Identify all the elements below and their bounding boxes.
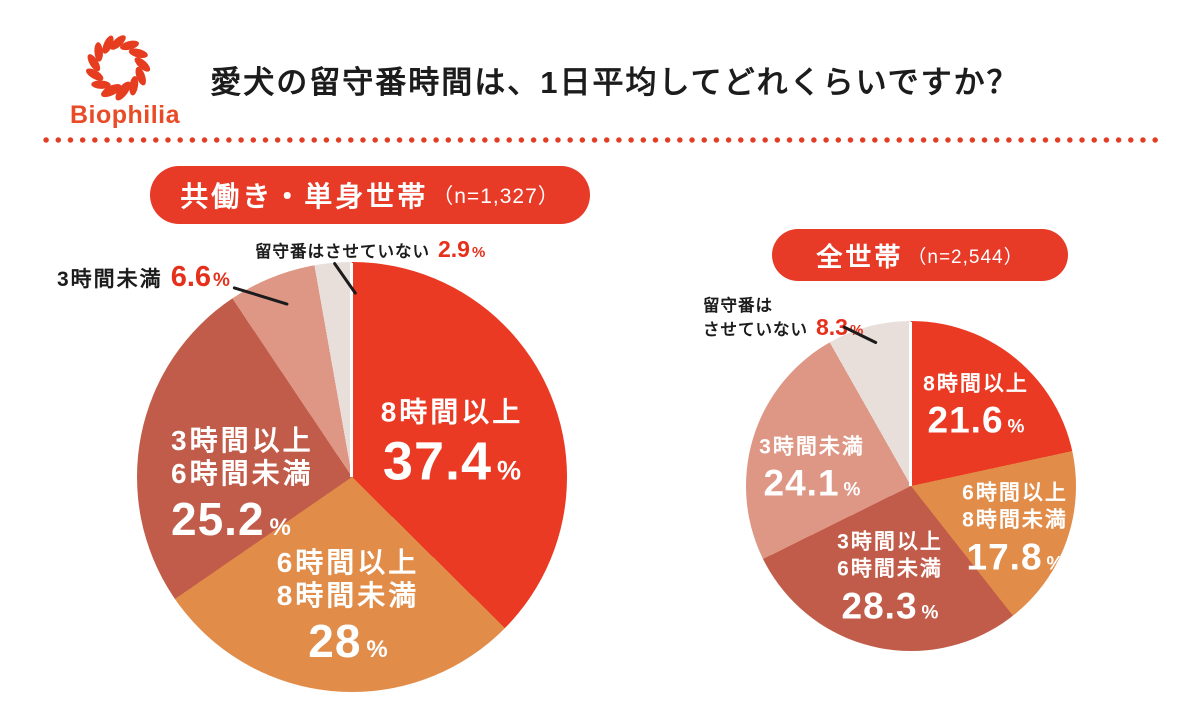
left-3-6h-value: 25.2: [171, 493, 265, 546]
left-under3h-value: 6.6: [170, 261, 212, 293]
right-8h-value: 21.6: [927, 399, 1004, 441]
right-slice-label-6-8h: 6時間以上 8時間未満 17.8%: [962, 481, 1068, 578]
page-title: 愛犬の留守番時間は、1日平均してどれくらいですか？: [210, 65, 1020, 100]
dotted-divider: [40, 136, 1160, 144]
left-6-8h-value: 28: [308, 615, 362, 668]
logo-text: Biophilia: [69, 101, 181, 129]
right-slice-label-no-alone: 留守番は させていない 8.3%: [703, 297, 864, 340]
left-8h-value: 37.4: [382, 431, 493, 492]
left-chart-sample-size: （n=1,327）: [432, 185, 560, 208]
left-chart-header-badge: 共働き・単身世帯 （n=1,327）: [150, 166, 590, 224]
right-under3h-value: 24.1: [763, 462, 840, 504]
right-chart-title: 全世帯: [816, 241, 904, 272]
left-slice-label-3-6h: 3時間以上 6時間未満 25.2%: [171, 425, 314, 546]
right-slice-label-under-3h: 3時間未満 24.1%: [759, 435, 865, 504]
right-slice-label-3-6h: 3時間以上 6時間未満 28.3%: [837, 530, 943, 627]
left-slice-label-8h-plus: 8時間以上 37.4%: [380, 396, 524, 492]
left-slice-label-no-alone: 留守番はさせていない 2.9%: [255, 236, 486, 262]
right-slice-label-8h-plus: 8時間以上 21.6%: [923, 372, 1029, 441]
biophilia-wreath-icon: [86, 35, 151, 101]
pie-left-start-divider: [350, 263, 353, 477]
right-chart-header-badge: 全世帯 （n=2,544）: [772, 229, 1068, 281]
right-chart-sample-size: （n=2,544）: [907, 246, 1024, 268]
logo: Biophilia: [55, 25, 195, 135]
left-slice-label-under-3h: 3時間未満 6.6%: [57, 261, 230, 293]
pie-right-start-divider: [909, 322, 912, 486]
right-no-alone-value: 8.3: [816, 314, 848, 340]
left-no-alone-value: 2.9: [438, 236, 470, 262]
left-chart-title: 共働き・単身世帯: [180, 181, 429, 212]
right-3-6h-value: 28.3: [841, 585, 918, 627]
left-slice-label-6-8h: 6時間以上 8時間未満 28%: [276, 546, 420, 668]
right-6-8h-value: 17.8: [966, 536, 1043, 578]
